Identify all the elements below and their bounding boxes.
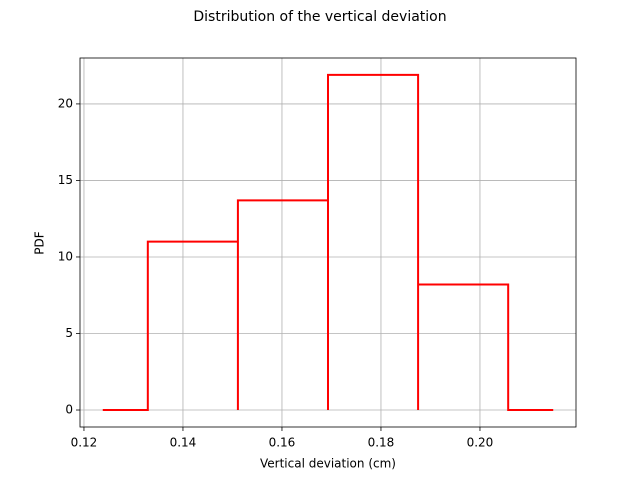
x-tick-label: 0.20 [467,436,494,450]
x-tick-label: 0.16 [269,436,296,450]
x-axis-label: Vertical deviation (cm) [260,457,396,471]
y-tick-label: 15 [58,173,73,187]
y-tick-label: 5 [65,326,73,340]
plot-frame [79,57,577,428]
y-tick-label: 0 [65,403,73,417]
y-axis-label: PDF [33,231,47,254]
x-tick-label: 0.12 [71,436,98,450]
x-tick-label: 0.14 [170,436,197,450]
y-tick-label: 20 [58,96,73,110]
chart-title: Distribution of the vertical deviation [193,9,446,25]
y-tick-label: 10 [58,249,73,263]
x-tick-label: 0.18 [368,436,395,450]
